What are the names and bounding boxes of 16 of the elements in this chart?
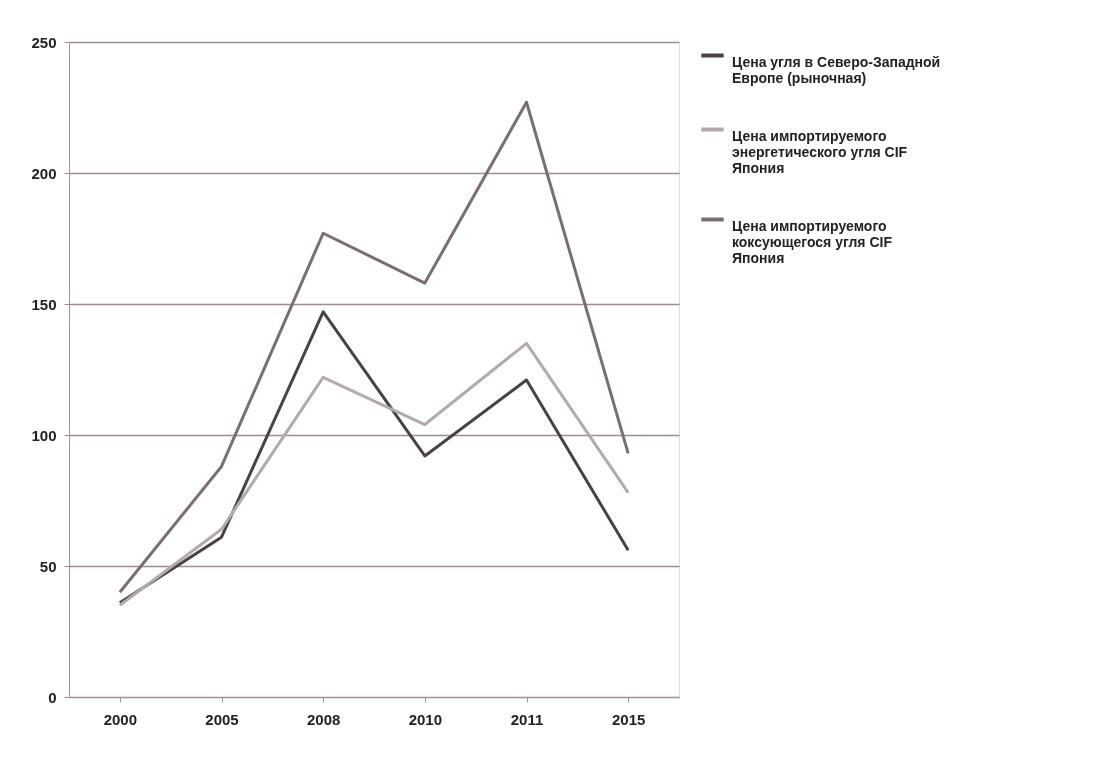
y-tick-label: 150	[31, 295, 57, 313]
y-tick-label: 50	[39, 557, 57, 575]
y-tick-label: 0	[48, 688, 57, 706]
x-tick-label: 2005	[205, 710, 239, 728]
legend-label: Цена угля в Северо-Западной Европе (рыночная)	[732, 53, 941, 86]
y-tick-label: 100	[31, 426, 57, 444]
y-tick-label: 250	[31, 33, 57, 51]
x-tick-label: 2011	[510, 710, 544, 728]
x-tick-label: 2010	[408, 710, 443, 728]
y-tick-label: 200	[31, 164, 57, 182]
legend-label: Цена импортируемого коксующегося угля CIF Япония	[732, 217, 893, 266]
line-series	[118, 100, 630, 594]
x-tick-label: 2000	[103, 710, 138, 728]
x-tick-label: 2015	[611, 710, 646, 728]
legend-label: Цена импортируемого энергетического угля CIF Япония	[732, 127, 908, 176]
x-tick-label: 2008	[306, 710, 341, 728]
